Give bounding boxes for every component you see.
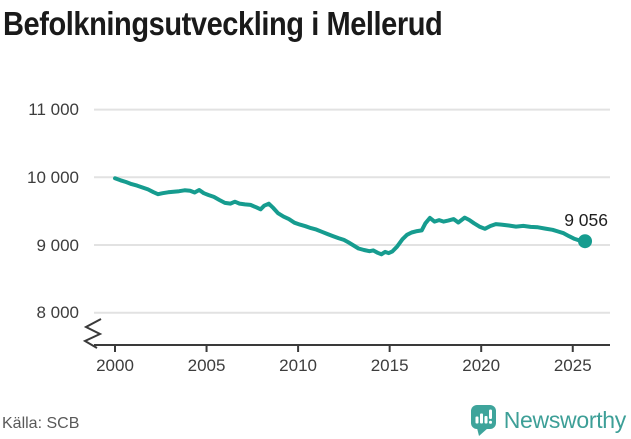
population-line [113,176,587,257]
x-axis-tick-label: 2000 [96,356,134,375]
end-point-marker [578,234,593,249]
x-axis-tick-label: 2020 [462,356,501,375]
y-axis-tick-label: 10 000 [27,167,79,187]
x-axis-tick-label: 2005 [187,356,226,375]
y-axis-tick-label: 9 000 [36,235,79,255]
source-note: Källa: SCB [2,415,80,432]
x-axis-tick-label: 2025 [553,356,592,375]
y-axis-tick-label: 8 000 [36,303,79,323]
x-axis-tick-label: 2010 [279,356,317,375]
x-axis-tick-label: 2015 [370,356,409,375]
y-axis-tick-label: 11 000 [28,100,79,120]
newsworthy-logo-icon [470,405,496,436]
axis-break-icon [82,318,103,349]
chart-title: Befolkningsutveckling i Mellerud [3,5,443,42]
newsworthy-brand[interactable]: Newsworthy [470,403,626,437]
newsworthy-brand-text: Newsworthy [503,406,627,433]
latest-value-label: 9 056 [564,210,608,230]
